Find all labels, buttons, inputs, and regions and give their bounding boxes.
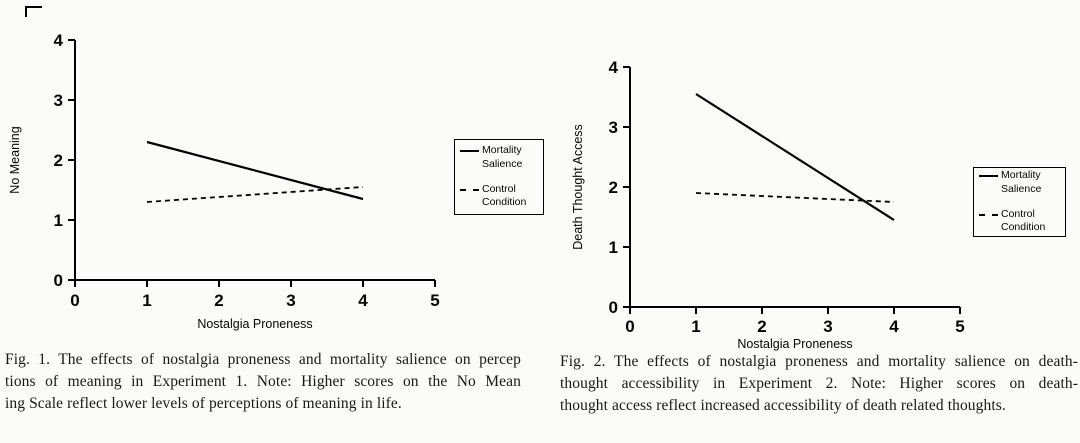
svg-text:1: 1: [142, 291, 151, 310]
svg-text:0: 0: [625, 317, 634, 336]
svg-text:4: 4: [609, 58, 619, 77]
cropped-figure-fragment: [25, 6, 42, 17]
fig2-legend: Mortality Salience Control Condition: [973, 167, 1066, 237]
svg-text:1: 1: [691, 317, 700, 336]
dashed-line-sample-icon: [460, 188, 479, 191]
legend-label: Mortality Salience: [482, 144, 523, 170]
svg-text:2: 2: [214, 291, 223, 310]
solid-line-sample-icon: [979, 175, 998, 178]
fig2-caption: Fig. 2. The effects of nostalgia pronene…: [560, 351, 1078, 417]
svg-text:0: 0: [70, 291, 79, 310]
svg-text:4: 4: [358, 291, 368, 310]
svg-text:2: 2: [54, 151, 63, 170]
fig2-caption-line-1: Fig. 2. The effects of nostalgia pronene…: [560, 353, 1078, 370]
svg-text:Nostalgia Proneness: Nostalgia Proneness: [737, 337, 852, 351]
svg-text:5: 5: [430, 291, 439, 310]
legend-label: Mortality Salience: [1001, 169, 1042, 195]
svg-text:3: 3: [609, 118, 618, 137]
legend-item-mortality-salience: Mortality Salience: [460, 144, 540, 171]
legend-item-control-condition: Control Condition: [979, 208, 1062, 235]
svg-text:5: 5: [955, 317, 964, 336]
svg-text:3: 3: [823, 317, 832, 336]
solid-line-sample-icon: [460, 150, 479, 153]
svg-text:4: 4: [54, 31, 64, 50]
legend-item-control-condition: Control Condition: [460, 183, 540, 210]
fig1-legend: Mortality Salience Control Condition: [454, 139, 544, 215]
fig2-caption-line-3: thought access reflect increased accessi…: [560, 397, 1006, 414]
legend-item-mortality-salience: Mortality Salience: [979, 169, 1062, 196]
fig2-chart-canvas: 0 1 2 3 4 0 1 2 3 4 5 Nostalgia Proneness Death Thou…: [571, 58, 965, 351]
svg-text:Death Thought Access: Death Thought Access: [571, 124, 585, 250]
svg-text:4: 4: [889, 317, 899, 336]
fig1-caption-line-1: Fig. 1. The effects of nostalgia pronene…: [5, 351, 521, 368]
fig1-chart-canvas: 0 1 2 3 4 0 1 2 3 4 5 Nostalgia Proneness No Meaning: [8, 31, 440, 331]
dashed-line-sample-icon: [979, 213, 998, 216]
legend-label: Control Condition: [1001, 207, 1046, 234]
legend-label: Control Condition: [482, 182, 527, 209]
svg-text:2: 2: [757, 317, 766, 336]
svg-text:3: 3: [54, 91, 63, 110]
svg-text:2: 2: [609, 178, 618, 197]
fig1-caption-line-3: ing Scale reflect lower levels of percep…: [5, 395, 402, 412]
svg-text:Nostalgia Proneness: Nostalgia Proneness: [197, 317, 312, 331]
fig2-caption-line-2: thought accessibility in Experiment 2. N…: [560, 375, 1078, 392]
fig1-caption-line-2: tions of meaning in Experiment 1. Note: …: [5, 373, 521, 390]
svg-text:3: 3: [286, 291, 295, 310]
svg-text:0: 0: [609, 298, 618, 317]
svg-text:1: 1: [609, 238, 618, 257]
svg-text:1: 1: [54, 211, 63, 230]
svg-text:0: 0: [54, 271, 63, 290]
fig1-caption: Fig. 1. The effects of nostalgia pronene…: [5, 349, 521, 415]
svg-text:No Meaning: No Meaning: [8, 126, 22, 193]
